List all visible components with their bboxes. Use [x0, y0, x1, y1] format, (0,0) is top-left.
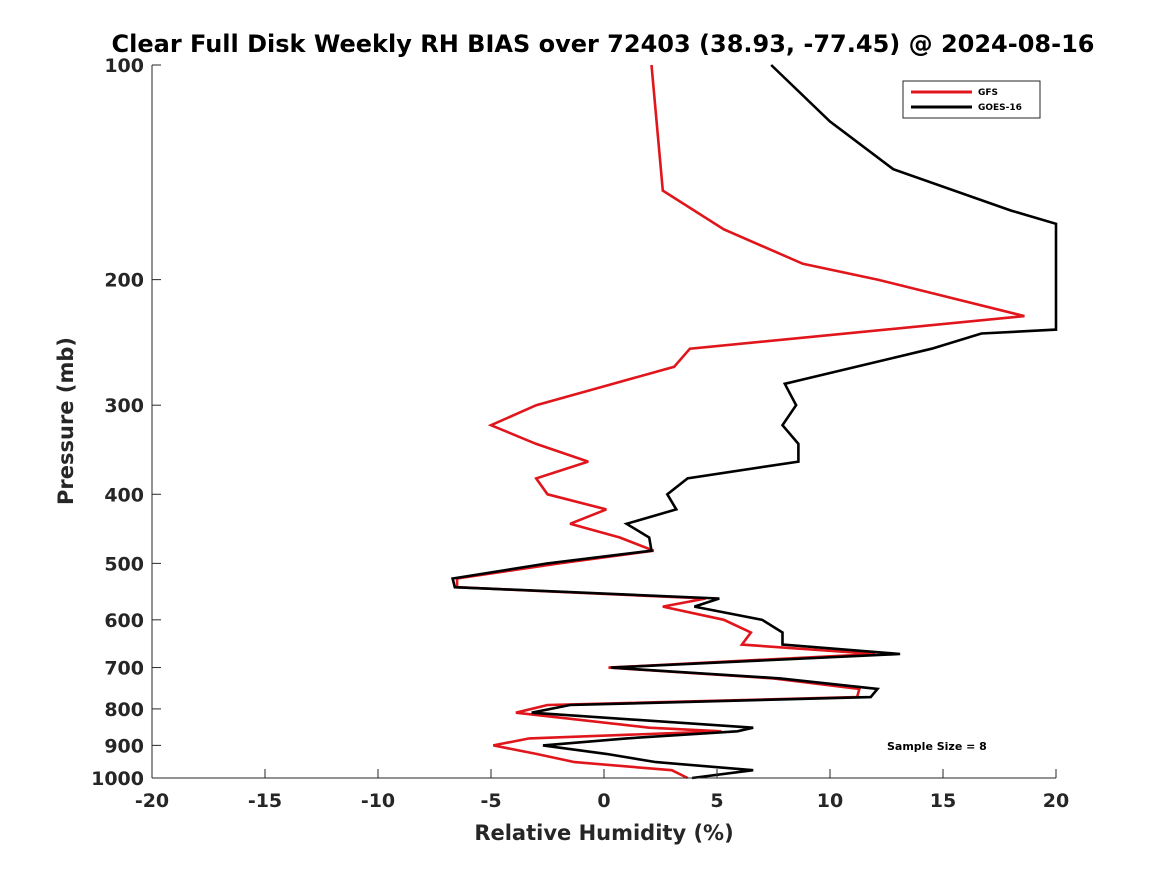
y-tick-label: 600	[104, 610, 144, 632]
y-tick-label: 700	[104, 658, 144, 680]
legend-label-goes16: GOES-16	[978, 103, 1022, 113]
x-tick-label: -5	[480, 790, 501, 812]
y-tick-label: 400	[104, 484, 144, 506]
y-tick-label: 900	[104, 735, 144, 757]
y-axis-label: Pressure (mb)	[54, 337, 78, 505]
series-layer	[450, 64, 1058, 780]
y-tick-label: 100	[104, 55, 144, 77]
x-tick-label: 15	[930, 790, 956, 812]
x-tick-label: -20	[135, 790, 169, 812]
y-ticks: 100 200 300 400 500 600 700 800 900 1000	[91, 55, 161, 790]
x-tick-label: 10	[817, 790, 843, 812]
x-tick-label: 0	[597, 790, 610, 812]
x-tick-label: -15	[248, 790, 282, 812]
plot-area: -20 -15 -10 -5 0 5 10 15 20 100 200 300 400 500 600 70…	[91, 55, 1069, 812]
x-tick-label: 5	[710, 790, 723, 812]
x-tick-label: -10	[361, 790, 395, 812]
y-tick-label: 300	[104, 395, 144, 417]
y-tick-label: 500	[104, 553, 144, 575]
sample-size-annotation: Sample Size = 8	[887, 740, 987, 753]
chart-title: Clear Full Disk Weekly RH BIAS over 7240…	[112, 30, 1095, 58]
x-tick-label: 20	[1043, 790, 1069, 812]
x-axis-label: Relative Humidity (%)	[474, 821, 733, 845]
legend: GFS GOES-16	[902, 80, 1041, 119]
legend-label-gfs: GFS	[978, 88, 998, 98]
y-tick-label: 800	[104, 699, 144, 721]
legend-box	[902, 80, 1041, 119]
x-ticks: -20 -15 -10 -5 0 5 10 15 20	[135, 769, 1069, 812]
axes-box	[152, 65, 1056, 778]
y-tick-label: 1000	[91, 768, 144, 790]
y-tick-label: 200	[104, 270, 144, 292]
series-line-goes-16	[450, 64, 1058, 780]
